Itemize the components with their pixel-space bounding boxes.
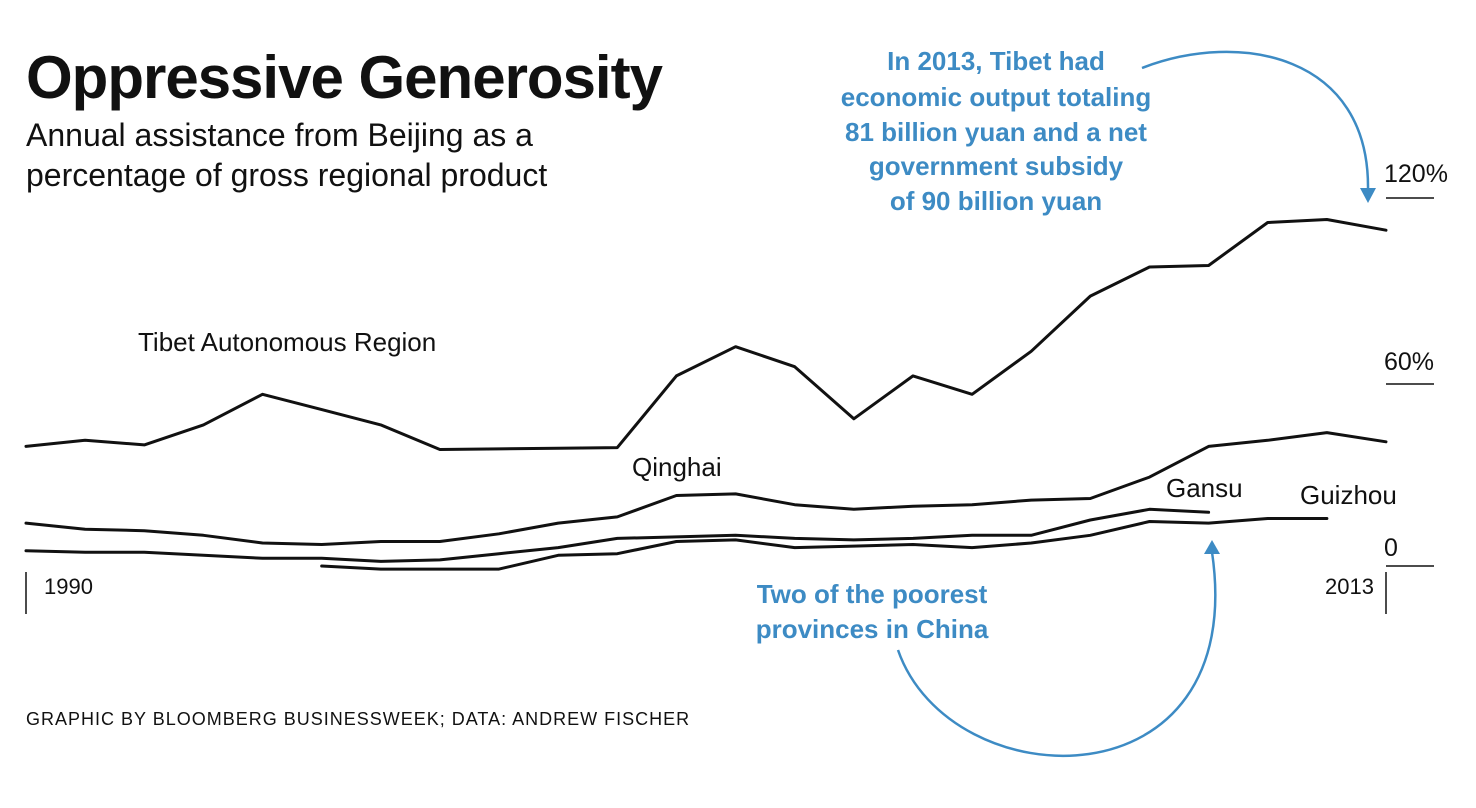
tibet-annotation-line-4: government subsidy [869,151,1124,181]
chart-title: Oppressive Generosity [26,44,664,111]
poor-provinces-annotation-line-1: Two of the poorest [757,579,988,609]
series-label-gansu: Gansu [1166,473,1243,503]
tibet-annotation-line-2: economic output totaling [841,82,1152,112]
x-tick-label-1990: 1990 [44,574,93,599]
y-tick-label-0: 0 [1384,534,1398,562]
poor-provinces-annotation-line-2: provinces in China [756,614,989,644]
tibet-annotation-arrowhead [1360,188,1376,203]
y-tick-label-120: 120% [1384,160,1448,188]
gansu-line [24,507,1211,563]
poor-provinces-annotation-arrow [896,551,1217,758]
tibet-annotation-line-1: In 2013, Tibet had [887,46,1105,76]
tibet-annotation-line-3: 81 billion yuan and a net [845,117,1147,147]
chart-subtitle-line-2: percentage of gross regional product [26,157,547,193]
chart-subtitle-line-1: Annual assistance from Beijing as a [26,117,533,153]
qinghai-line [24,431,1388,546]
y-axis: 120% 60% 0 [1384,160,1448,567]
tibet-annotation: In 2013, Tibet had economic output total… [841,46,1376,216]
series-lines [24,218,1388,571]
source-credit: GRAPHIC BY BLOOMBERG BUSINESSWEEK; DATA:… [26,709,690,729]
series-label-qinghai: Qinghai [632,452,722,482]
series-label-guizhou: Guizhou [1300,480,1397,510]
x-axis: 1990 2013 [25,572,1387,614]
poor-provinces-annotation: Two of the poorest provinces in China [756,540,1220,758]
tibet-annotation-line-5: of 90 billion yuan [890,186,1102,216]
tibet-line [24,218,1388,451]
y-tick-label-60: 60% [1384,348,1434,376]
series-label-tibet: Tibet Autonomous Region [138,327,436,357]
x-tick-label-2013: 2013 [1325,574,1374,599]
tibet-annotation-arrow [1141,50,1370,191]
guizhou-line [320,517,1329,571]
poor-provinces-annotation-arrowhead [1204,540,1220,554]
